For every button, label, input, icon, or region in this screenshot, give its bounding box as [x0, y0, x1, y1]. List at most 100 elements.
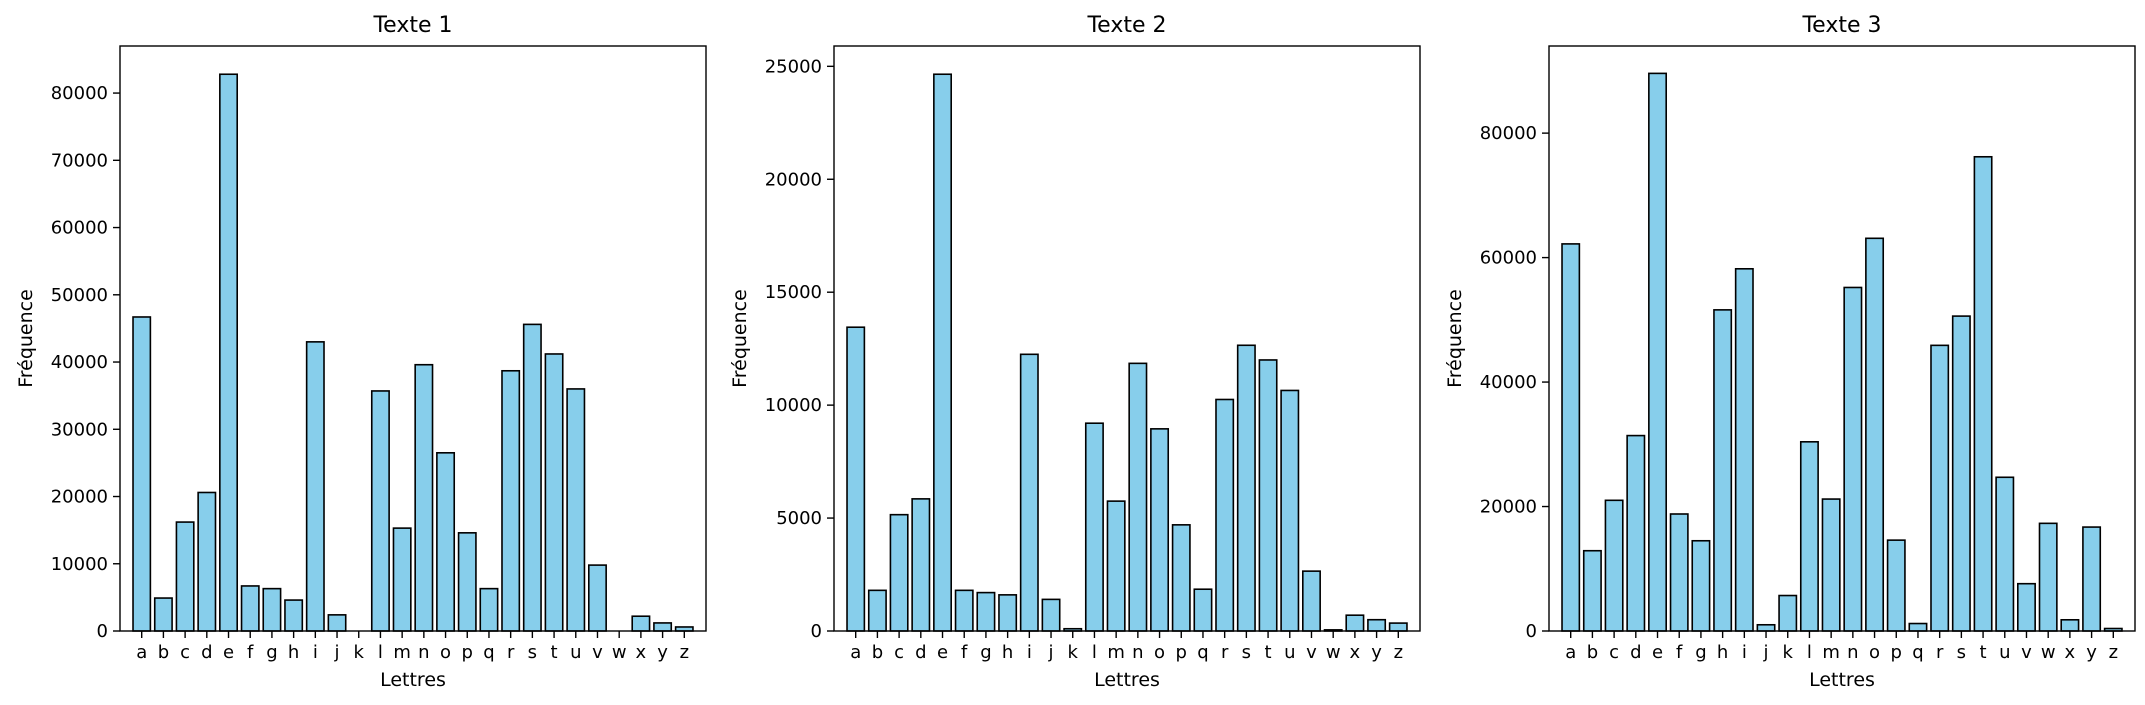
x-tick-label: n	[1847, 642, 1858, 663]
x-tick-label: j	[1763, 642, 1769, 663]
bar-e	[219, 73, 238, 632]
x-tick-label: k	[1068, 642, 1079, 663]
bar-t	[1258, 359, 1278, 632]
x-tick-label: s	[1242, 642, 1251, 663]
x-tick-label: v	[592, 642, 603, 663]
x-tick-label: c	[894, 642, 904, 663]
x-tick-label: u	[570, 642, 581, 663]
y-axis-label: Fréquence	[1444, 289, 1466, 388]
bar-v	[587, 564, 607, 632]
bar-b	[153, 597, 173, 632]
bar-p	[1886, 539, 1906, 632]
bar-c	[889, 513, 909, 632]
x-tick-label: r	[507, 642, 515, 663]
y-tick-label: 0	[97, 621, 108, 642]
bar-g	[262, 587, 282, 632]
x-tick-label: l	[1092, 642, 1097, 663]
bar-u	[1280, 389, 1300, 632]
bar-m	[1106, 500, 1126, 632]
bar-o	[1150, 428, 1170, 632]
x-tick-label: a	[850, 642, 861, 663]
x-tick-label: s	[1957, 642, 1966, 663]
x-tick-label: h	[288, 642, 299, 663]
bar-p	[1171, 524, 1191, 632]
x-tick-label: z	[2109, 642, 2118, 663]
y-tick-label: 10000	[51, 554, 108, 575]
y-tick-label: 20000	[51, 487, 108, 508]
bar-e	[1648, 72, 1667, 632]
x-tick-label: l	[1807, 642, 1812, 663]
bar-m	[392, 527, 412, 632]
x-tick-label: j	[334, 642, 340, 663]
x-tick-label: k	[354, 642, 365, 663]
chart-title: Texte 2	[1086, 13, 1166, 38]
bar-o	[1865, 237, 1885, 632]
y-tick-label: 0	[1526, 621, 1537, 642]
x-tick-label: l	[378, 642, 383, 663]
bar-v	[2017, 582, 2036, 632]
bar-u	[566, 388, 586, 632]
bar-f	[240, 585, 260, 632]
x-tick-label: f	[961, 642, 968, 663]
bar-y	[2082, 526, 2102, 632]
x-tick-label: g	[1695, 642, 1706, 663]
x-tick-label: b	[1587, 642, 1598, 663]
bar-x	[1345, 614, 1365, 632]
bar-x	[631, 615, 651, 632]
x-tick-label: p	[1176, 642, 1187, 663]
x-tick-label: m	[1107, 642, 1125, 663]
bar-s	[1951, 315, 1971, 632]
x-tick-label: t	[1980, 642, 1987, 663]
x-tick-label: w	[612, 642, 627, 663]
x-tick-label: t	[1265, 642, 1272, 663]
bar-a	[846, 326, 866, 632]
chart-title: Texte 1	[372, 13, 452, 38]
bar-n	[414, 363, 434, 632]
bar-l	[1084, 422, 1104, 632]
x-tick-label: s	[528, 642, 537, 663]
x-tick-label: i	[313, 642, 318, 663]
x-axis-label: Lettres	[380, 669, 446, 691]
bar-s	[1236, 344, 1256, 632]
x-tick-label: d	[201, 642, 212, 663]
bar-u	[1995, 476, 2015, 632]
chart-panel-2: a b c d e f g h i j k l m n o p q r s t u v w x y z 0 5000 10000 1500…	[729, 13, 1421, 691]
chart-panel-1: a b c d e f g h i j k l m n o p q r s t u v w x y z 0 10000 20000 300…	[15, 13, 707, 691]
x-axis-label: Lettres	[1094, 669, 1160, 691]
x-tick-label: i	[1742, 642, 1747, 663]
y-tick-label: 60000	[51, 218, 108, 239]
y-tick-label: 10000	[765, 395, 822, 416]
bar-b	[867, 589, 887, 632]
x-tick-label: z	[680, 642, 689, 663]
x-tick-label: d	[915, 642, 926, 663]
bar-e	[933, 73, 953, 632]
x-tick-label: j	[1048, 642, 1054, 663]
bar-n	[1128, 362, 1148, 632]
x-tick-label: g	[980, 642, 991, 663]
y-tick-label: 0	[811, 621, 822, 642]
x-tick-label: w	[2041, 642, 2056, 663]
x-tick-label: f	[247, 642, 254, 663]
bar-q	[1908, 622, 1928, 632]
x-tick-label: b	[872, 642, 883, 663]
bar-y	[653, 622, 673, 632]
bar-c	[1604, 499, 1624, 632]
plot-frame	[119, 45, 707, 632]
y-tick-label: 70000	[51, 150, 108, 171]
bar-d	[911, 498, 931, 632]
x-tick-label: x	[1350, 642, 1361, 663]
bar-t	[1973, 155, 1993, 632]
x-tick-label: g	[266, 642, 277, 663]
bar-c	[175, 521, 195, 632]
x-tick-label: t	[551, 642, 558, 663]
bar-l	[1799, 441, 1819, 632]
bar-i	[1019, 353, 1039, 632]
bar-g	[1691, 539, 1711, 632]
y-tick-label: 80000	[1480, 123, 1537, 144]
bar-a	[132, 316, 152, 632]
bar-j	[1756, 623, 1776, 632]
x-tick-label: o	[1154, 642, 1165, 663]
x-tick-label: v	[1306, 642, 1317, 663]
x-tick-label: y	[657, 642, 668, 663]
